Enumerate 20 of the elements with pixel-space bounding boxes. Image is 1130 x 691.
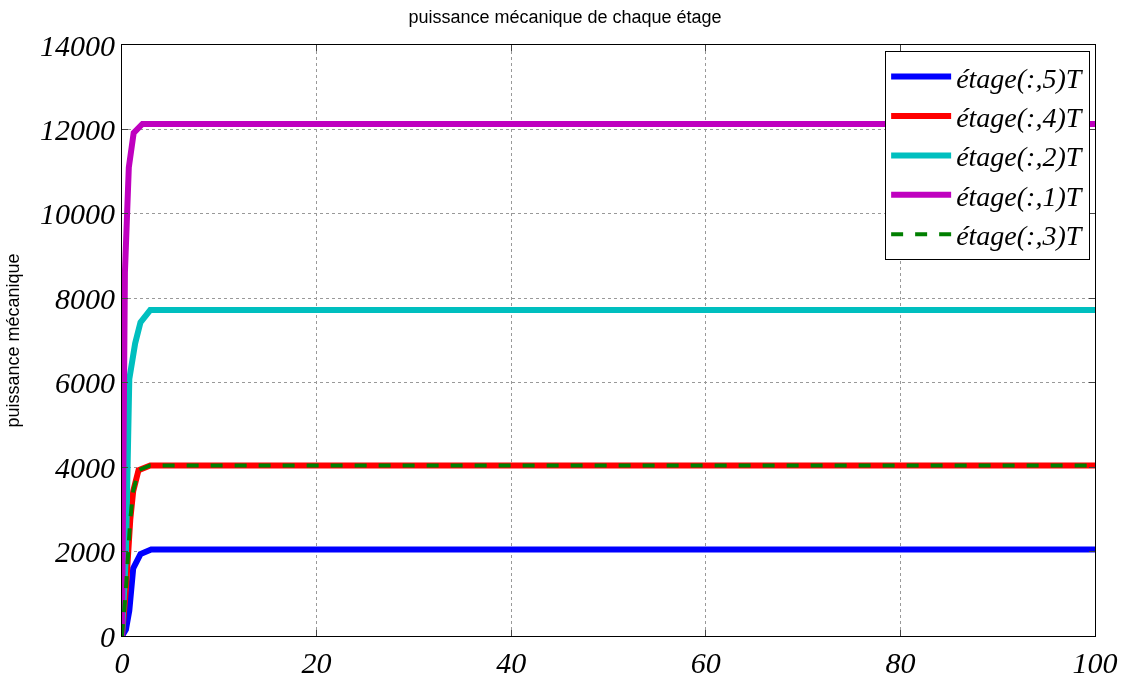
x-tick-label: 80 <box>885 646 916 679</box>
x-tick-label: 20 <box>301 646 332 679</box>
y-tick-label: 8000 <box>55 281 115 315</box>
x-tick-label: 60 <box>690 646 721 679</box>
legend-label: étage(:,2)T <box>956 141 1084 173</box>
legend-label: étage(:,4)T <box>956 101 1084 133</box>
y-tick-label: 12000 <box>40 112 115 146</box>
y-tick-label: 14000 <box>40 28 115 62</box>
y-tick-label: 10000 <box>40 197 115 231</box>
y-axis-title: puissance mécanique <box>3 253 24 428</box>
legend-label: étage(:,3)T <box>956 220 1084 252</box>
y-tick-label: 6000 <box>55 366 115 400</box>
legend-label: étage(:,1)T <box>956 180 1084 212</box>
chart-title: puissance mécanique de chaque étage <box>408 6 722 27</box>
x-tick-label: 100 <box>1072 646 1118 679</box>
y-tick-label: 0 <box>100 619 115 653</box>
x-tick-label: 40 <box>496 646 527 679</box>
y-tick-label: 2000 <box>55 535 115 569</box>
y-tick-label: 4000 <box>55 450 115 484</box>
legend-label: étage(:,5)T <box>956 62 1084 94</box>
